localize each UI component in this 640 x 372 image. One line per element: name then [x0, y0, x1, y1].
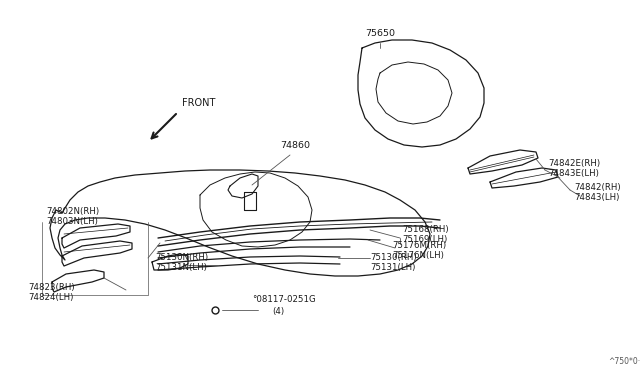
Text: 75130N(RH): 75130N(RH) — [155, 253, 208, 262]
Text: 75176N(LH): 75176N(LH) — [392, 251, 444, 260]
Text: ^750*0·P: ^750*0·P — [608, 357, 640, 366]
Text: 74843(LH): 74843(LH) — [574, 193, 620, 202]
Text: (4): (4) — [272, 307, 284, 316]
Text: 74842(RH): 74842(RH) — [574, 183, 621, 192]
Text: 74842E(RH): 74842E(RH) — [548, 159, 600, 168]
Text: 75131(LH): 75131(LH) — [370, 263, 415, 272]
Text: 75169(LH): 75169(LH) — [402, 235, 447, 244]
Text: 75168(RH): 75168(RH) — [402, 225, 449, 234]
Text: 74802N(RH): 74802N(RH) — [46, 207, 99, 216]
Text: 75130(RH): 75130(RH) — [370, 253, 417, 262]
Text: FRONT: FRONT — [182, 98, 216, 108]
Text: 74823(RH): 74823(RH) — [28, 283, 75, 292]
Text: °08117-0251G: °08117-0251G — [252, 295, 316, 304]
Text: 75650: 75650 — [365, 29, 395, 38]
Text: 75131N(LH): 75131N(LH) — [155, 263, 207, 272]
Text: 74860: 74860 — [280, 141, 310, 150]
Text: 75176M(RH): 75176M(RH) — [392, 241, 446, 250]
Text: 74824(LH): 74824(LH) — [28, 293, 74, 302]
Text: 74843E(LH): 74843E(LH) — [548, 169, 599, 178]
Text: 74803N(LH): 74803N(LH) — [46, 217, 98, 226]
